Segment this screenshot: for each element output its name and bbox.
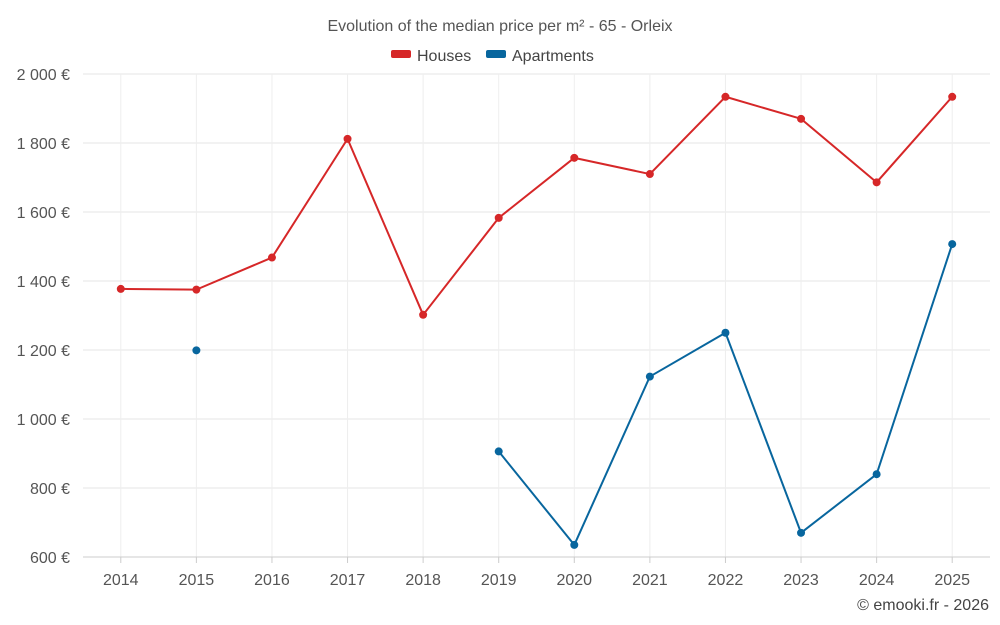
- y-tick-label: 1 800 €: [17, 136, 70, 153]
- y-tick-label: 600 €: [30, 550, 70, 567]
- y-tick-label: 1 600 €: [17, 205, 70, 222]
- x-tick-label: 2014: [103, 572, 139, 589]
- credit-text: © emooki.fr - 2026: [857, 597, 989, 614]
- data-point-houses[interactable]: [192, 285, 201, 294]
- data-point-houses[interactable]: [872, 178, 881, 187]
- data-point-apartments[interactable]: [645, 372, 654, 381]
- series-houses: [116, 92, 957, 319]
- series-line-houses: [120, 95, 953, 316]
- x-tick-label: 2017: [330, 572, 366, 589]
- x-tick-label: 2023: [783, 572, 819, 589]
- data-point-houses[interactable]: [645, 170, 654, 179]
- x-tick-label: 2016: [254, 572, 290, 589]
- x-tick-label: 2022: [708, 572, 744, 589]
- x-tick-label: 2019: [481, 572, 517, 589]
- legend-swatch-apartments: [486, 50, 506, 58]
- data-point-apartments[interactable]: [570, 540, 579, 549]
- y-tick-label: 1 200 €: [17, 343, 70, 360]
- legend-item-apartments[interactable]: Apartments: [486, 48, 594, 65]
- y-tick-label: 2 000 €: [17, 67, 70, 84]
- legend[interactable]: Houses Apartments: [391, 48, 594, 65]
- data-point-houses[interactable]: [721, 92, 730, 101]
- series-layer: [116, 92, 957, 549]
- data-point-houses[interactable]: [948, 92, 957, 101]
- data-point-houses[interactable]: [343, 134, 352, 143]
- y-tick-label: 1 000 €: [17, 412, 70, 429]
- data-point-apartments[interactable]: [872, 470, 881, 479]
- data-point-apartments[interactable]: [494, 447, 503, 456]
- x-tick-label: 2025: [934, 572, 970, 589]
- x-tick-label: 2015: [179, 572, 215, 589]
- y-tick-label: 800 €: [30, 481, 70, 498]
- data-point-apartments[interactable]: [192, 346, 201, 355]
- data-point-houses[interactable]: [570, 153, 579, 162]
- data-point-houses[interactable]: [494, 213, 503, 222]
- x-tick-label: 2024: [859, 572, 895, 589]
- y-tick-label: 1 400 €: [17, 274, 70, 291]
- legend-item-houses[interactable]: Houses: [391, 48, 471, 65]
- x-tick-label: 2021: [632, 572, 668, 589]
- data-point-houses[interactable]: [797, 114, 806, 123]
- data-point-houses[interactable]: [116, 284, 125, 293]
- data-point-houses[interactable]: [267, 253, 276, 262]
- x-tick-label: 2018: [405, 572, 441, 589]
- legend-label-houses: Houses: [417, 48, 471, 65]
- grid: [83, 73, 990, 558]
- data-point-apartments[interactable]: [948, 240, 957, 249]
- series-apartments: [192, 240, 957, 549]
- data-point-apartments[interactable]: [721, 328, 730, 337]
- data-point-apartments[interactable]: [797, 528, 806, 537]
- legend-label-apartments: Apartments: [512, 48, 594, 65]
- data-point-houses[interactable]: [419, 310, 428, 319]
- chart-title: Evolution of the median price per m² - 6…: [327, 18, 672, 35]
- x-tick-label: 2020: [556, 572, 592, 589]
- legend-swatch-houses: [391, 50, 411, 58]
- axes: 600 € 800 € 1 000 € 1 200 € 1 400 € 1 600 € 1 …: [17, 67, 990, 589]
